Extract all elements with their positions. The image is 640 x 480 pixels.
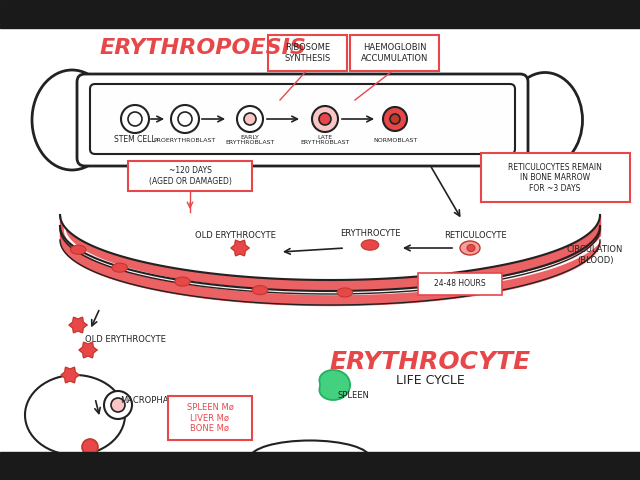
Text: ~120 DAYS
(AGED OR DAMAGED): ~120 DAYS (AGED OR DAMAGED): [148, 166, 232, 186]
Ellipse shape: [175, 277, 190, 286]
Bar: [0, 0, 640, 28]
FancyBboxPatch shape: [350, 35, 439, 71]
Text: OLD ERYTHROCYTE: OLD ERYTHROCYTE: [195, 230, 275, 240]
Circle shape: [383, 107, 407, 131]
Text: LATE
ERYTHROBLAST: LATE ERYTHROBLAST: [300, 134, 349, 145]
Text: RETICULOCYTE: RETICULOCYTE: [444, 230, 506, 240]
Ellipse shape: [70, 245, 86, 254]
Circle shape: [128, 112, 142, 126]
Ellipse shape: [252, 286, 268, 295]
Ellipse shape: [337, 288, 353, 297]
FancyBboxPatch shape: [90, 84, 515, 154]
Ellipse shape: [32, 70, 112, 170]
Polygon shape: [69, 317, 87, 333]
Polygon shape: [79, 342, 97, 358]
Text: CIRCULATION
(BLOOD): CIRCULATION (BLOOD): [567, 245, 623, 264]
Ellipse shape: [25, 375, 125, 455]
Circle shape: [237, 106, 263, 132]
Ellipse shape: [460, 241, 480, 255]
Text: LIFE CYCLE: LIFE CYCLE: [396, 373, 465, 386]
FancyBboxPatch shape: [77, 74, 528, 166]
Circle shape: [319, 113, 331, 125]
Ellipse shape: [508, 72, 582, 168]
FancyBboxPatch shape: [168, 396, 252, 440]
Ellipse shape: [467, 244, 475, 252]
Circle shape: [121, 105, 149, 133]
FancyBboxPatch shape: [418, 273, 502, 295]
Ellipse shape: [112, 263, 127, 272]
Text: EARLY
ERYTHROBLAST: EARLY ERYTHROBLAST: [225, 134, 275, 145]
Text: ERYTHROPOESIS: ERYTHROPOESIS: [100, 38, 307, 58]
FancyBboxPatch shape: [481, 153, 630, 202]
Circle shape: [82, 439, 98, 455]
Polygon shape: [319, 370, 350, 400]
Text: HAEMOGLOBIN: HAEMOGLOBIN: [61, 454, 118, 463]
Circle shape: [111, 398, 125, 412]
Text: OLD ERYTHROCYTE: OLD ERYTHROCYTE: [84, 336, 165, 345]
Bar: [0, 452, 640, 480]
Text: RETICULOCYTES REMAIN
IN BONE MARROW
FOR ~3 DAYS: RETICULOCYTES REMAIN IN BONE MARROW FOR …: [508, 163, 602, 193]
Circle shape: [244, 113, 256, 125]
Text: PROERYTHROBLAST: PROERYTHROBLAST: [154, 137, 216, 143]
FancyBboxPatch shape: [128, 161, 252, 191]
Text: HAEMOGLOBIN
ACCUMULATION: HAEMOGLOBIN ACCUMULATION: [362, 43, 429, 63]
Text: ERYTHROCYTE: ERYTHROCYTE: [330, 350, 531, 374]
Circle shape: [171, 105, 199, 133]
Text: STEM CELL: STEM CELL: [114, 135, 156, 144]
Text: NORMOBLAST: NORMOBLAST: [373, 137, 417, 143]
Text: RIBOSOME
SYNTHESIS: RIBOSOME SYNTHESIS: [285, 43, 331, 63]
Text: MACROPHAGE(Mø): MACROPHAGE(Mø): [120, 396, 200, 405]
Ellipse shape: [250, 441, 370, 476]
Polygon shape: [61, 367, 79, 383]
Text: SPLEEN Mø
LIVER Mø
BONE Mø: SPLEEN Mø LIVER Mø BONE Mø: [187, 403, 234, 433]
Circle shape: [104, 391, 132, 419]
Text: SPLEEN: SPLEEN: [337, 391, 369, 399]
Text: ERYTHROCYTE: ERYTHROCYTE: [340, 228, 400, 238]
Ellipse shape: [361, 240, 379, 250]
Circle shape: [390, 114, 400, 124]
Polygon shape: [231, 240, 249, 256]
Circle shape: [178, 112, 192, 126]
Text: 24-48 HOURS: 24-48 HOURS: [434, 279, 486, 288]
FancyBboxPatch shape: [268, 35, 347, 71]
Circle shape: [312, 106, 338, 132]
